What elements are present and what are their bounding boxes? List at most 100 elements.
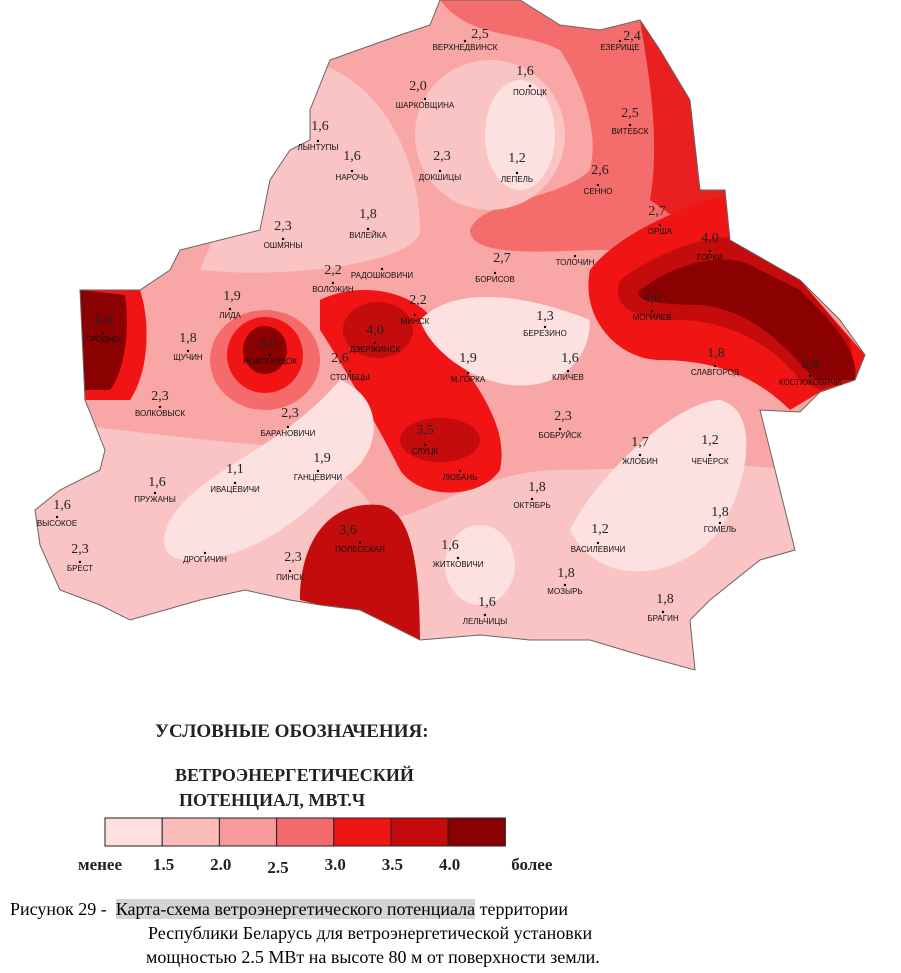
legend-label: 2.5	[267, 858, 288, 877]
city-dot	[638, 453, 642, 457]
city-dot	[543, 325, 547, 329]
city-label: ИВАЦЕВИЧИ	[210, 485, 260, 494]
city-dot	[650, 309, 654, 313]
value-label: 2,5	[621, 106, 639, 121]
city-dot	[101, 331, 105, 335]
value-label: 2,6	[331, 351, 349, 366]
city-label: ЛЕЛЬЧИЦЫ	[463, 617, 508, 626]
legend-label: 4.0	[439, 855, 460, 874]
city-dot	[268, 353, 272, 357]
value-label: 1,6	[561, 351, 579, 366]
value-label: 1,8	[707, 346, 725, 361]
city-label: ЖЛОБИН	[622, 457, 658, 466]
city-dot	[708, 453, 712, 457]
city-dot	[628, 123, 632, 127]
value-label: 1,6	[148, 475, 166, 490]
city-dot	[331, 281, 335, 285]
city-dot	[658, 223, 662, 227]
city-label: СТОЛБЦЫ	[330, 373, 370, 382]
city-dot	[558, 427, 562, 431]
city-label: ЖИТКОВИЧИ	[433, 560, 484, 569]
city-dot	[530, 497, 534, 501]
city-dot	[563, 583, 567, 587]
city-label: КЛИЧЕВ	[552, 373, 584, 382]
city-label: ВЕРХНЕДВИНСК	[433, 43, 498, 52]
legend: УСЛОВНЫЕ ОБОЗНАЧЕНИЯ: ВЕТРОЭНЕРГЕТИЧЕСКИЙ…	[78, 721, 553, 877]
city-dot	[618, 39, 622, 43]
value-label: 2,7	[493, 251, 511, 266]
city-label: ГОРКИ	[697, 253, 723, 262]
city-label: ПРУЖАНЫ	[134, 495, 176, 504]
city-dot	[463, 39, 467, 43]
city-dot	[718, 521, 722, 525]
value-label: 4,0	[643, 291, 661, 306]
legend-title: УСЛОВНЫЕ ОБОЗНАЧЕНИЯ:	[155, 721, 429, 742]
value-label: 1,9	[223, 289, 241, 304]
map-labels: 2,5ВЕРХНЕДВИНСК2,4ЕЗЕРИЩЕ1,6ПОЛОЦК2,0ШАР…	[37, 27, 842, 626]
value-label: 3,8	[801, 357, 819, 372]
city-label: ВАСИЛЕВИЧИ	[571, 545, 626, 554]
value-label: 2,6	[591, 163, 609, 178]
city-label: ДРОГИЧИН	[183, 555, 227, 564]
city-dot	[596, 183, 600, 187]
city-dot	[233, 481, 237, 485]
city-dot	[458, 469, 462, 473]
city-label: БЕРЕЗИНО	[523, 329, 567, 338]
city-label: БОБРУЙСК	[538, 431, 581, 440]
caption-line: Республики Беларусь для ветроэнергетичес…	[148, 923, 593, 943]
value-label: 4,0	[94, 313, 112, 328]
value-label: 1,8	[557, 566, 575, 581]
legend-subtitle: ПОТЕНЦИАЛ, МВТ.Ч	[179, 790, 365, 810]
city-label: ОКТЯБРЬ	[513, 501, 550, 510]
legend-label: 2.0	[210, 855, 231, 874]
value-label: 1,3	[536, 309, 554, 324]
value-label: 3,5	[416, 423, 434, 438]
value-label: 3,6	[339, 523, 357, 538]
city-label: ЛИДА	[219, 311, 241, 320]
legend-swatch	[218, 817, 278, 847]
value-label: 1,6	[53, 498, 71, 513]
legend-label: 3.0	[325, 855, 346, 874]
value-label: 2,3	[284, 550, 302, 565]
city-label: ГАНЦЕВИЧИ	[294, 473, 343, 482]
city-dot	[281, 237, 285, 241]
value-label: 1,6	[478, 595, 496, 610]
value-label: 1,6	[441, 538, 459, 553]
legend-swatch	[161, 817, 220, 847]
legend-swatch	[390, 817, 449, 847]
legend-label: менее	[78, 855, 122, 874]
city-dot	[413, 313, 417, 317]
city-dot	[423, 97, 427, 101]
city-label: СЕННО	[584, 187, 613, 196]
caption: Рисунок 29 - Карта-схема ветроэнергетиче…	[10, 897, 600, 969]
value-label: 1,6	[343, 149, 361, 164]
value-label: 2,3	[554, 409, 572, 424]
value-label: 2,5	[471, 27, 489, 42]
city-dot	[286, 425, 290, 429]
value-label: 2,4	[623, 29, 641, 44]
map: 2,5ВЕРХНЕДВИНСК2,4ЕЗЕРИЩЕ1,6ПОЛОЦК2,0ШАР…	[34, 0, 866, 877]
city-dot	[228, 307, 232, 311]
city-label: ОШМЯНЫ	[264, 241, 303, 250]
value-label: 2,7	[648, 204, 666, 219]
value-label: 1,9	[313, 451, 331, 466]
city-dot	[316, 139, 320, 143]
city-label: БРЕСТ	[67, 564, 93, 573]
city-dot	[186, 349, 190, 353]
city-label: ВОЛОЖИН	[312, 285, 354, 294]
value-label: 1,6	[311, 119, 329, 134]
city-dot	[713, 364, 717, 368]
city-dot	[528, 84, 532, 88]
city-label: ВОЛКОВЫСК	[135, 409, 185, 418]
city-label: МОЗЫРЬ	[547, 587, 582, 596]
city-label: НОВОГРУДОК	[243, 357, 297, 366]
value-label: 1,8	[528, 480, 546, 495]
value-label: 2,2	[409, 293, 427, 308]
city-dot	[515, 171, 519, 175]
legend-label: 1.5	[153, 855, 174, 874]
value-label: 2,2	[324, 263, 342, 278]
value-label: 1,1	[226, 462, 244, 477]
legend-swatch	[333, 817, 392, 847]
city-dot	[203, 551, 207, 555]
legend-swatch	[447, 817, 506, 847]
